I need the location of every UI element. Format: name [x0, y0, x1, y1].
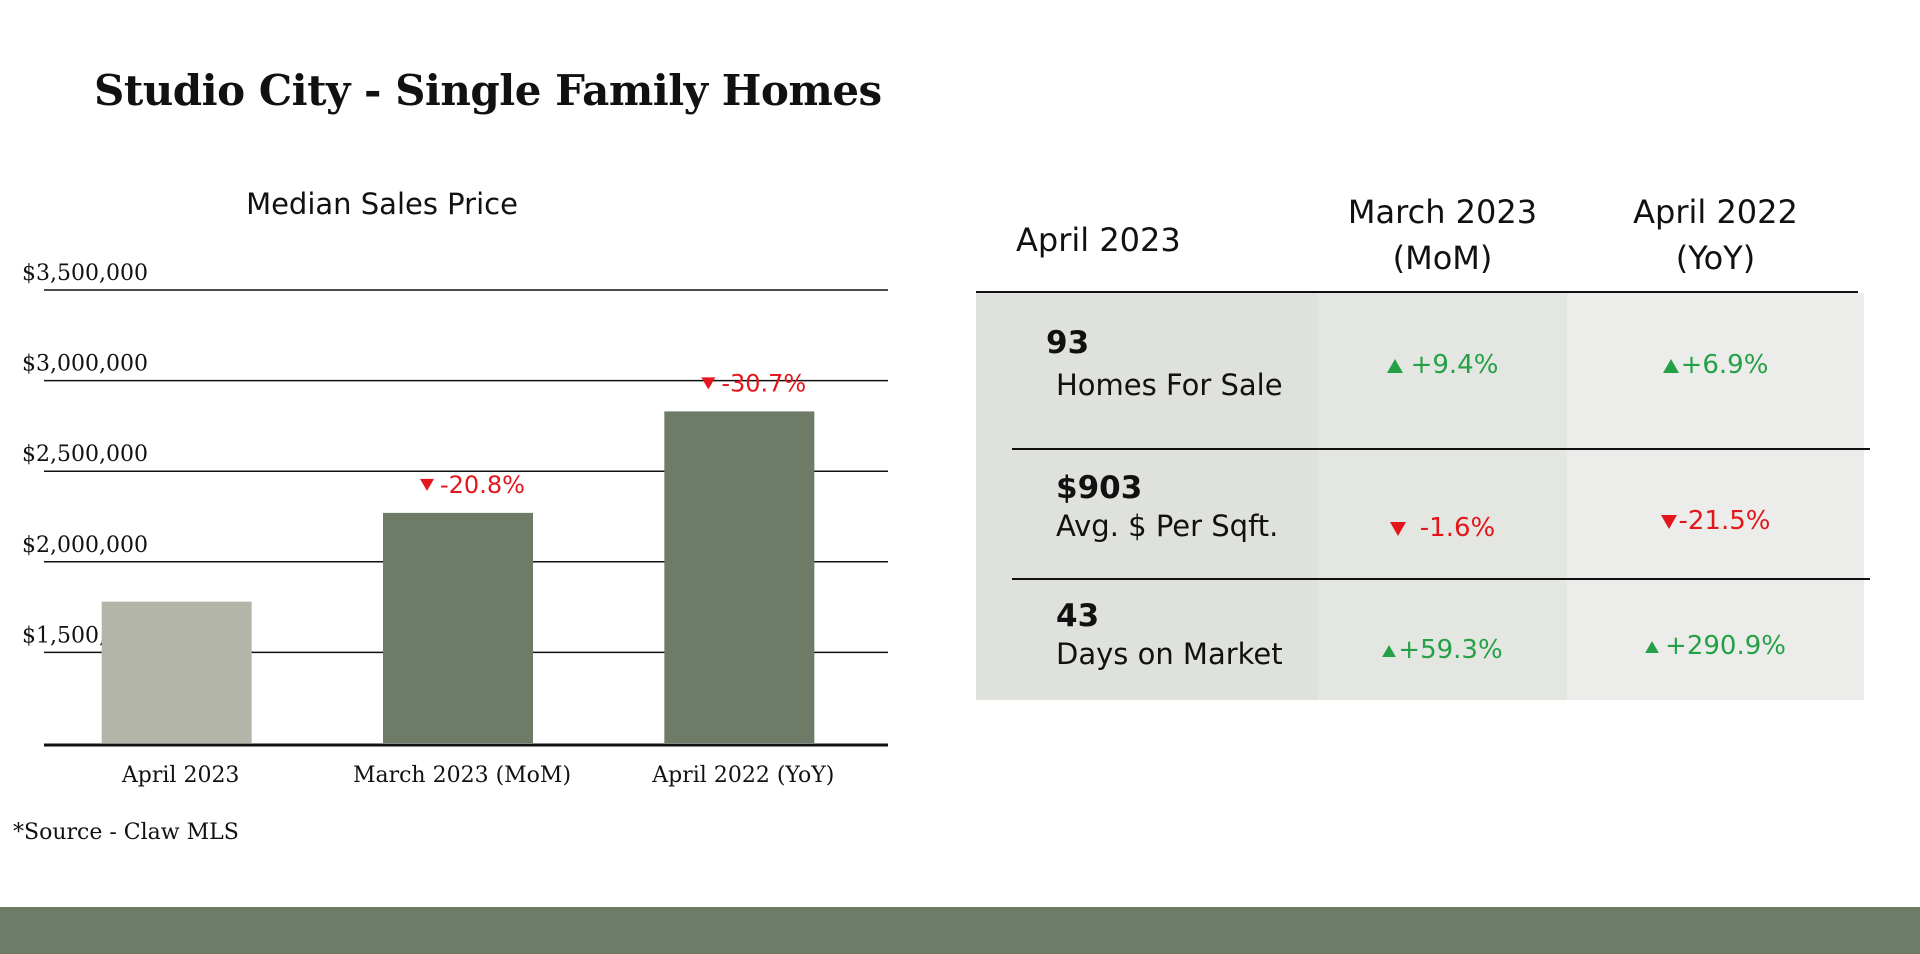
triangle-up-icon — [1382, 644, 1397, 657]
triangle-down-icon — [1660, 514, 1677, 529]
row-divider — [1012, 448, 1870, 450]
table-row: $903 Avg. $ Per Sqft. -1.6% -21.5% — [976, 450, 1870, 580]
yoy-change-value: +290.9% — [1665, 631, 1786, 661]
y-tick-label: $3,500,000 — [22, 261, 148, 286]
metric-label: Days on Market — [1056, 637, 1283, 671]
mom-change-value: -1.6% — [1419, 513, 1496, 543]
yoy-cell: +6.9% — [1567, 293, 1864, 450]
median-price-chart-svg: Median Sales Price$1,500,000$2,000,000$2… — [22, 187, 888, 788]
bar — [101, 601, 252, 743]
metric-value: $903 — [1056, 470, 1143, 506]
header-mom-line2: (MoM) — [1392, 238, 1493, 277]
mom-change: +59.3% — [1318, 634, 1567, 666]
header-yoy-line1: April 2022 — [1633, 192, 1798, 231]
metric-label: Avg. $ Per Sqft. — [1056, 509, 1279, 543]
source-note: *Source - Claw MLS — [13, 820, 239, 845]
median-price-chart: Median Sales Price $1,500,000 $2,000,000 $2… — [0, 170, 940, 810]
bar — [664, 411, 815, 743]
header-mom-line1: March 2023 — [1347, 192, 1538, 231]
yoy-change-value: -21.5% — [1678, 506, 1771, 536]
mom-cell: +59.3% — [1318, 580, 1567, 700]
page-title: Studio City - Single Family Homes — [94, 66, 882, 115]
header-yoy-line2: (YoY) — [1675, 238, 1756, 277]
metric-cell: $903 Avg. $ Per Sqft. — [976, 450, 1318, 580]
table-row: 43 Days on Market +59.3% +290.9% — [976, 580, 1864, 700]
mom-change-value: +9.4% — [1410, 350, 1499, 380]
triangle-up-icon — [1662, 358, 1679, 373]
x-tick-label: April 2022 (YoY) — [651, 763, 834, 788]
header-current: April 2023 — [976, 178, 1318, 291]
table-header: April 2023 March 2023 (MoM) April 2022 (… — [976, 178, 1864, 291]
metric-label: Homes For Sale — [1056, 368, 1283, 402]
header-yoy: April 2022 (YoY) — [1567, 178, 1864, 291]
header-divider — [976, 291, 1858, 293]
triangle-down-icon — [701, 377, 716, 390]
chart-title: Median Sales Price — [246, 187, 518, 221]
mom-cell: +9.4% — [1318, 293, 1567, 450]
mom-change: +9.4% — [1318, 349, 1567, 381]
triangle-down-icon — [420, 478, 434, 491]
yoy-change-value: +6.9% — [1680, 350, 1769, 380]
footer-band — [0, 907, 1920, 954]
header-current-line1: April 2023 — [1016, 220, 1181, 259]
data-label: -20.8% — [440, 471, 525, 499]
yoy-cell: -21.5% — [1567, 450, 1864, 580]
triangle-down-icon — [1389, 521, 1406, 536]
y-tick-label: $3,000,000 — [22, 352, 148, 377]
triangle-up-icon — [1386, 358, 1403, 373]
metric-value: 93 — [1046, 325, 1090, 361]
table-row: 93 Homes For Sale +9.4% +6.9% — [976, 293, 1870, 450]
bar — [383, 512, 533, 743]
metric-value: 43 — [1056, 598, 1100, 634]
yoy-cell: +290.9% — [1567, 580, 1864, 700]
yoy-change: +6.9% — [1567, 349, 1864, 381]
yoy-change: -21.5% — [1567, 505, 1864, 537]
data-label: -30.7% — [721, 369, 806, 397]
triangle-up-icon — [1645, 640, 1659, 653]
metric-cell: 93 Homes For Sale — [976, 293, 1318, 450]
yoy-change: +290.9% — [1567, 630, 1864, 662]
mom-cell: -1.6% — [1318, 450, 1567, 580]
metric-cell: 43 Days on Market — [976, 580, 1318, 700]
mom-change-value: +59.3% — [1398, 635, 1503, 665]
metrics-table: April 2023 March 2023 (MoM) April 2022 (… — [976, 178, 1870, 700]
header-mom: March 2023 (MoM) — [1318, 178, 1567, 291]
mom-change: -1.6% — [1318, 512, 1567, 544]
y-tick-label: $2,500,000 — [22, 442, 148, 467]
x-tick-label: April 2023 — [121, 763, 240, 788]
y-tick-label: $2,000,000 — [22, 533, 148, 558]
row-divider — [1012, 578, 1870, 580]
x-tick-label: March 2023 (MoM) — [353, 763, 571, 788]
